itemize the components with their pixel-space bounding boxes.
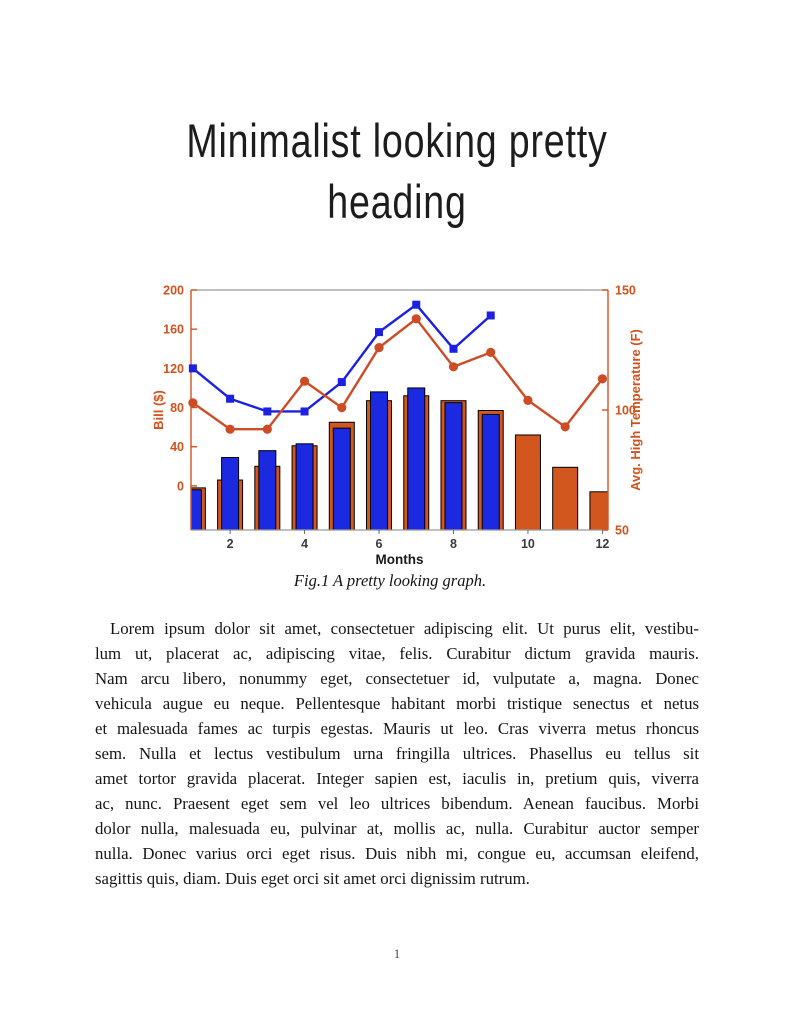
orange-line-temperature-marker-2 <box>225 424 235 434</box>
paragraph-line: Nam arcu libero, nonummy eget, consectet… <box>95 668 699 688</box>
paragraph-line: sem. Nulla et lectus vestibulum urna fri… <box>95 743 699 763</box>
orange-line-temperature-marker-7 <box>411 314 421 324</box>
blue-bars-bill-month-5 <box>332 427 351 530</box>
right-tick-label: 150 <box>615 284 636 298</box>
orange-line-temperature-marker-9 <box>486 347 496 357</box>
right-tick-label: 100 <box>615 404 636 418</box>
blue-line-bill-marker-8 <box>449 344 458 353</box>
paragraph-line: nulla. Donec varius orci eget risus. Dui… <box>95 843 699 863</box>
paragraph-line: lum ut, placerat ac, adipiscing vitae, f… <box>95 643 699 663</box>
paragraph-line: dolor nulla, malesuada eu, pulvinar at, … <box>95 818 699 838</box>
bars-group <box>191 387 608 530</box>
blue-line-bill-group <box>188 300 495 416</box>
left-tick-label: 160 <box>163 323 184 337</box>
blue-line-bill-marker-2 <box>226 394 235 403</box>
orange-line-temperature-marker-5 <box>337 403 347 413</box>
heading-line-2: heading <box>327 175 467 228</box>
paragraph-line: ac, nunc. Praesent eget sem vel leo ultr… <box>95 793 699 813</box>
paragraph-line: vehicula augue eu neque. Pellentesque ha… <box>95 693 699 713</box>
blue-bars-bill-month-7 <box>407 387 426 530</box>
x-tick-label: 2 <box>227 537 234 551</box>
blue-line-bill-marker-7 <box>412 300 421 309</box>
left-tick-label: 40 <box>170 440 184 454</box>
figure-chart: 0 40 80 120 160 200 50 100 150 2 4 6 8 10 12 Bill ($) Av… <box>140 272 660 572</box>
body-paragraph: Lorem ipsum dolor sit amet, consectetuer… <box>95 617 699 891</box>
orange-line-temperature-marker-8 <box>448 362 459 372</box>
blue-line-bill-marker-5 <box>337 378 346 387</box>
blue-line-bill-marker-1 <box>188 364 197 373</box>
paragraph-line: amet tortor gravida placerat. Integer sa… <box>95 768 699 788</box>
orange-line-temperature-marker-3 <box>262 424 272 434</box>
blue-line-bill-marker-9 <box>486 311 495 320</box>
orange-line-temperature-marker-1 <box>188 398 198 408</box>
x-tick-label: 10 <box>521 537 535 551</box>
x-tick-label: 6 <box>376 537 383 551</box>
axes-group: 0 40 80 120 160 200 50 100 150 2 4 6 8 10 12 Bill ($) Av… <box>151 284 643 568</box>
left-tick-label: 80 <box>170 401 184 415</box>
blue-bars-bill-month-1 <box>191 489 202 530</box>
paragraph-line: Lorem ipsum dolor sit amet, consectetuer… <box>110 619 699 638</box>
x-tick-label: 4 <box>301 537 308 551</box>
page-title: Minimalist looking pretty heading <box>79 110 714 232</box>
heading-line-1: Minimalist looking pretty <box>186 114 608 167</box>
left-tick-label: 0 <box>177 479 184 493</box>
x-tick-label: 12 <box>595 537 609 551</box>
figure-caption: Fig.1 A pretty looking graph. <box>293 571 487 590</box>
orange-line-temperature-marker-11 <box>560 422 570 432</box>
orange-line-temperature-marker-12 <box>597 374 608 384</box>
orange-line-temperature-group <box>188 314 608 434</box>
orange-line-temperature-marker-10 <box>523 395 533 405</box>
blue-line-bill-marker-6 <box>375 328 384 337</box>
left-axis-label: Bill ($) <box>151 390 166 430</box>
paragraph-line: sagittis quis, diam. Duis eget orci sit … <box>95 868 530 888</box>
page-number: 1 <box>393 946 401 961</box>
left-tick-label: 200 <box>163 284 184 298</box>
right-tick-label: 50 <box>615 524 629 538</box>
blue-bars-bill-month-9 <box>481 413 500 530</box>
paragraph-line: et malesuada fames ac turpis egestas. Ma… <box>95 718 699 738</box>
blue-line-bill-marker-4 <box>300 407 309 416</box>
chart-canvas: 0 40 80 120 160 200 50 100 150 2 4 6 8 10 12 Bill ($) Av… <box>151 284 643 568</box>
blue-bars-bill-month-4 <box>295 443 314 530</box>
left-tick-label: 120 <box>163 362 184 376</box>
orange-bars-bill-month-11 <box>552 466 579 530</box>
orange-bars-bill-month-12 <box>589 491 608 530</box>
blue-bars-bill-month-2 <box>221 457 240 530</box>
orange-line-temperature-marker-6 <box>374 343 384 353</box>
orange-line-temperature <box>192 317 604 431</box>
blue-bars-bill-month-8 <box>444 402 463 530</box>
blue-bars-bill-month-3 <box>258 450 277 530</box>
orange-line-temperature-marker-4 <box>299 376 310 386</box>
x-tick-label: 8 <box>450 537 457 551</box>
blue-bars-bill-month-6 <box>370 391 389 530</box>
x-axis-label: Months <box>376 552 424 567</box>
orange-bars-bill-month-10 <box>514 434 541 530</box>
right-axis-label: Avg. High Temperature (F) <box>628 329 643 491</box>
blue-line-bill-marker-3 <box>263 407 272 416</box>
